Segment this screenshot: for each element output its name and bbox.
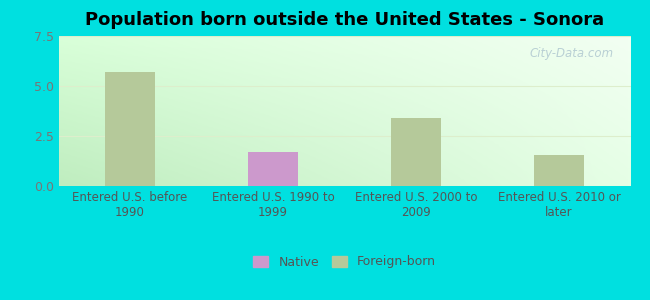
Bar bbox=[391, 118, 441, 186]
Title: Population born outside the United States - Sonora: Population born outside the United State… bbox=[85, 11, 604, 29]
Legend: Native, Foreign-born: Native, Foreign-born bbox=[247, 249, 442, 275]
Text: City-Data.com: City-Data.com bbox=[529, 46, 614, 59]
Bar bbox=[248, 152, 298, 186]
Bar bbox=[105, 72, 155, 186]
Bar bbox=[534, 155, 584, 186]
